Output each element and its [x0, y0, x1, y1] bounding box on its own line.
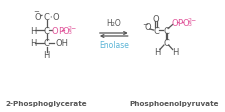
Text: O: O	[182, 18, 189, 27]
Text: O: O	[34, 12, 41, 21]
Text: O: O	[171, 18, 178, 27]
Text: Phosphoenolpyruvate: Phosphoenolpyruvate	[130, 100, 219, 106]
Text: H₂O: H₂O	[106, 18, 121, 27]
Text: C: C	[44, 39, 50, 48]
Text: −: −	[34, 8, 40, 14]
Text: P: P	[177, 18, 182, 27]
Text: 2-Phosphoglycerate: 2-Phosphoglycerate	[6, 100, 88, 106]
Text: C: C	[44, 12, 50, 21]
Text: P: P	[58, 26, 63, 35]
Text: H: H	[30, 26, 36, 35]
Text: 2−: 2−	[187, 18, 196, 23]
Text: C: C	[153, 26, 159, 35]
Text: H: H	[154, 48, 160, 57]
Text: O: O	[52, 26, 58, 35]
Text: 3: 3	[68, 30, 72, 35]
Text: H: H	[172, 48, 179, 57]
Text: O: O	[63, 26, 69, 35]
Text: Enolase: Enolase	[99, 40, 129, 49]
Text: 2−: 2−	[68, 26, 77, 31]
Text: OH: OH	[56, 39, 69, 48]
Text: O: O	[145, 23, 151, 32]
Text: H: H	[30, 39, 36, 48]
Text: C: C	[44, 26, 50, 35]
Text: C: C	[163, 26, 169, 35]
Text: O: O	[52, 12, 59, 21]
Text: −: −	[142, 22, 148, 28]
Text: H: H	[43, 51, 50, 60]
Text: 3: 3	[187, 22, 191, 27]
Text: C: C	[163, 38, 169, 47]
Text: O: O	[153, 14, 160, 23]
